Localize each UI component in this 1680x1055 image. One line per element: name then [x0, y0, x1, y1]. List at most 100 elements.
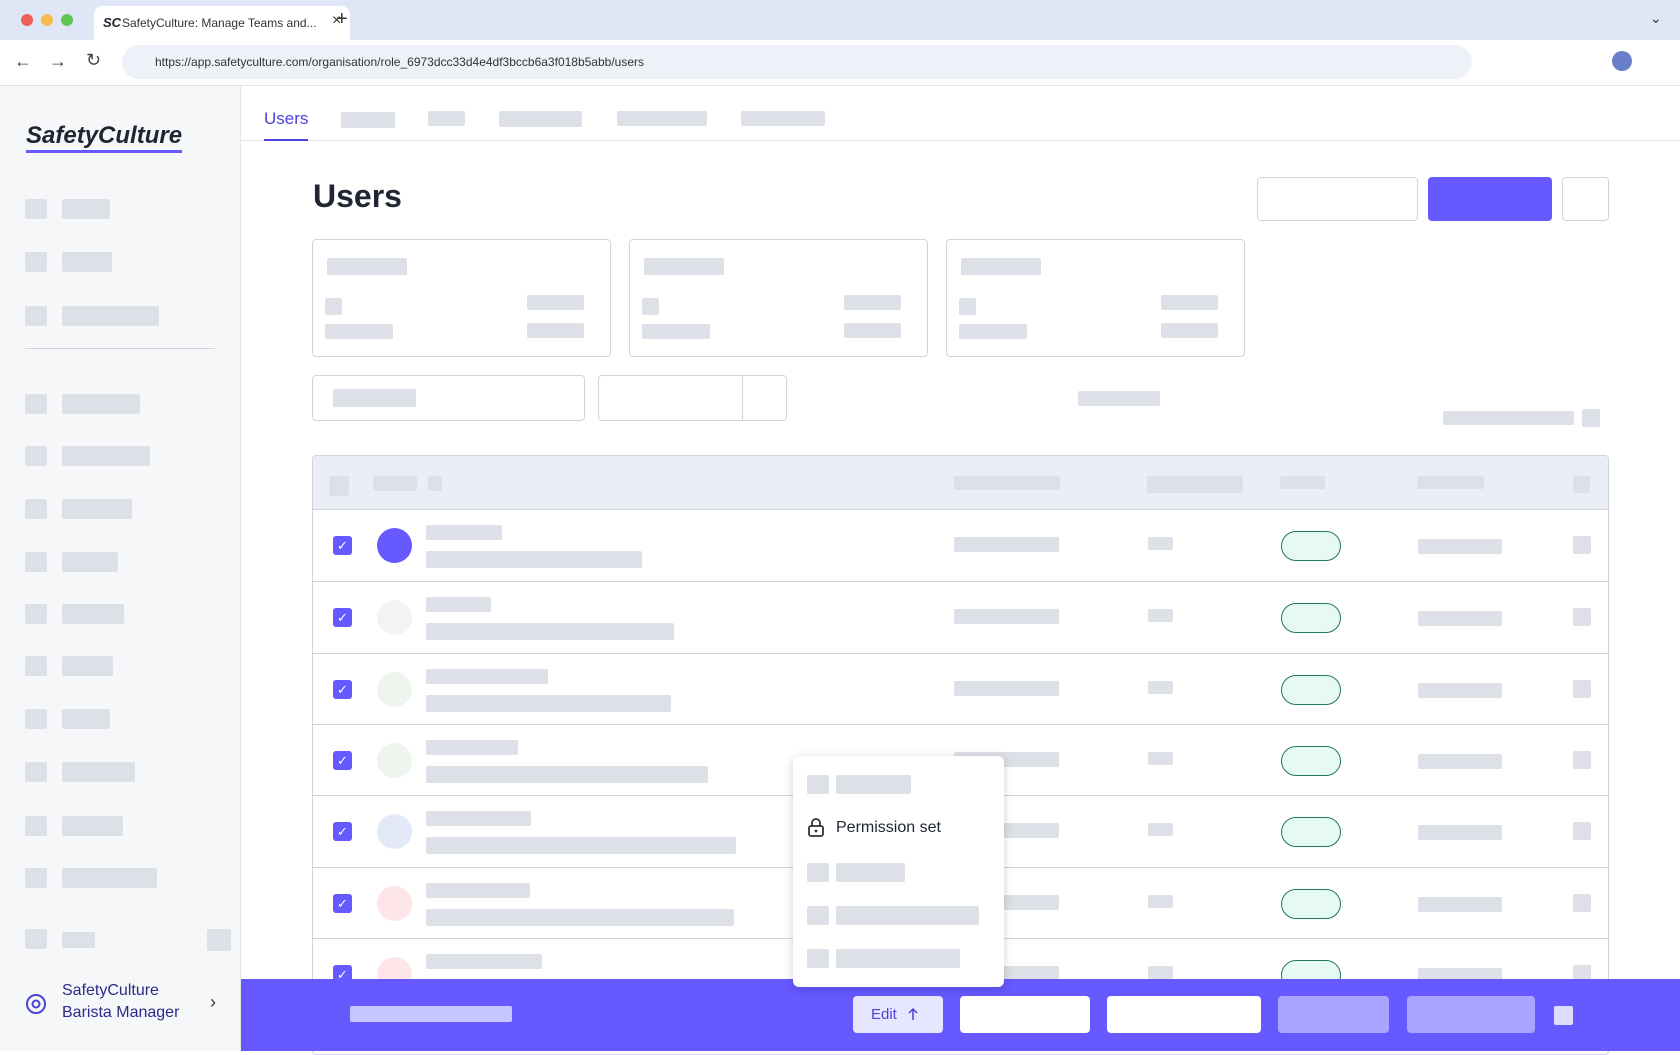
menu-item[interactable]: Permission set	[836, 819, 941, 836]
forward[interactable]: →	[49, 51, 67, 71]
browser-tab[interactable]: SC SafetyCulture: Manage Teams and... ×	[94, 6, 350, 40]
placeholder	[1148, 609, 1173, 623]
close-dot[interactable]	[21, 14, 33, 26]
nav-item[interactable]	[62, 499, 132, 519]
nav-item[interactable]	[62, 932, 95, 948]
row-menu[interactable]	[1573, 536, 1591, 554]
avatar	[377, 671, 412, 707]
lock-icon	[808, 818, 824, 837]
action-button[interactable]	[960, 996, 1090, 1033]
menu-item[interactable]	[836, 949, 960, 968]
nav-item[interactable]	[62, 604, 124, 624]
user-row[interactable]: ✓	[313, 510, 1608, 581]
nav-item[interactable]	[62, 306, 159, 326]
avatar	[377, 885, 412, 921]
nav-icon	[25, 816, 47, 836]
logo[interactable]: SafetyCulture	[26, 122, 183, 153]
search-input[interactable]	[312, 375, 585, 421]
placeholder	[954, 537, 1059, 552]
row-menu[interactable]	[1573, 750, 1591, 769]
placeholder	[959, 324, 1027, 339]
close-bar[interactable]	[1554, 1006, 1573, 1025]
tab-close[interactable]: ×	[332, 12, 342, 29]
nav-icon	[25, 709, 47, 729]
tab-menu[interactable]: ⌄	[1650, 10, 1662, 26]
column-header	[1147, 476, 1243, 493]
action-button[interactable]	[1407, 996, 1535, 1033]
row-checkbox[interactable]: ✓	[333, 536, 352, 555]
filter-select[interactable]	[598, 375, 787, 421]
nav-icon	[25, 306, 47, 326]
nav-item[interactable]	[62, 199, 110, 219]
nav-item[interactable]	[62, 552, 118, 572]
placeholder	[426, 623, 674, 641]
action-button[interactable]	[1107, 996, 1261, 1033]
action-button[interactable]	[1278, 996, 1389, 1033]
nav-item[interactable]	[62, 709, 110, 729]
placeholder	[527, 295, 584, 310]
placeholder	[959, 298, 976, 315]
menu-item[interactable]	[807, 775, 829, 794]
menu-item[interactable]	[807, 949, 829, 968]
favicon: SC	[103, 15, 122, 30]
placeholder	[1148, 680, 1173, 694]
reload[interactable]: ↻	[86, 50, 102, 70]
nav-icon	[25, 762, 47, 782]
placeholder	[954, 680, 1059, 696]
edit-label: Edit	[871, 1006, 897, 1023]
address-bar[interactable]: https://app.safetyculture.com/organisati…	[122, 45, 1472, 79]
user-row[interactable]: ✓	[313, 581, 1608, 653]
placeholder	[961, 258, 1041, 275]
nav-item[interactable]	[62, 762, 135, 782]
edit-button[interactable]: Edit	[853, 996, 943, 1033]
row-checkbox[interactable]: ✓	[333, 822, 352, 842]
tab[interactable]	[341, 112, 395, 128]
menu-item[interactable]	[836, 863, 905, 882]
row-menu[interactable]	[1573, 893, 1591, 912]
nav-item[interactable]	[62, 252, 112, 272]
row-checkbox[interactable]: ✓	[333, 679, 352, 699]
profile[interactable]	[1612, 51, 1632, 71]
menu-item[interactable]	[836, 775, 911, 794]
tab[interactable]	[741, 111, 825, 126]
placeholder	[426, 597, 491, 613]
nav-item[interactable]	[62, 816, 123, 836]
avatar	[377, 742, 412, 778]
placeholder	[1418, 682, 1502, 698]
avatar	[377, 814, 412, 850]
row-menu[interactable]	[1573, 964, 1591, 983]
tab-users[interactable]: Users	[264, 109, 309, 141]
user-row[interactable]: ✓	[313, 652, 1608, 724]
more-button[interactable]	[1562, 177, 1609, 221]
placeholder	[426, 668, 548, 684]
tab[interactable]	[499, 111, 582, 127]
placeholder	[1418, 825, 1502, 841]
row-menu[interactable]	[1573, 679, 1591, 698]
placeholder	[642, 298, 659, 315]
menu-item[interactable]	[807, 906, 829, 925]
row-checkbox[interactable]: ✓	[333, 893, 352, 913]
nav-item[interactable]	[62, 446, 150, 466]
row-menu[interactable]	[1573, 608, 1591, 627]
max-dot[interactable]	[61, 14, 73, 26]
summary-card	[312, 239, 611, 357]
row-checkbox[interactable]: ✓	[333, 750, 352, 770]
nav-item[interactable]	[62, 394, 140, 414]
menu-item[interactable]	[807, 863, 829, 882]
tab[interactable]	[617, 111, 707, 126]
tab[interactable]	[428, 111, 465, 126]
row-menu[interactable]	[1573, 822, 1591, 841]
button[interactable]	[1257, 177, 1418, 221]
min-dot[interactable]	[41, 14, 53, 26]
bulk-action-bar: Edit	[241, 979, 1680, 1051]
nav-item[interactable]	[62, 868, 157, 888]
selection-count	[350, 1006, 512, 1022]
primary-button[interactable]	[1428, 177, 1552, 221]
nav-item[interactable]	[62, 656, 113, 676]
org-switcher[interactable]: SafetyCulture Barista Manager ›	[0, 966, 241, 1051]
placeholder	[426, 739, 518, 755]
row-checkbox[interactable]: ✓	[333, 608, 352, 628]
back[interactable]: ←	[14, 51, 32, 71]
menu-item[interactable]	[836, 906, 979, 925]
new-tab[interactable]: +	[336, 8, 348, 30]
